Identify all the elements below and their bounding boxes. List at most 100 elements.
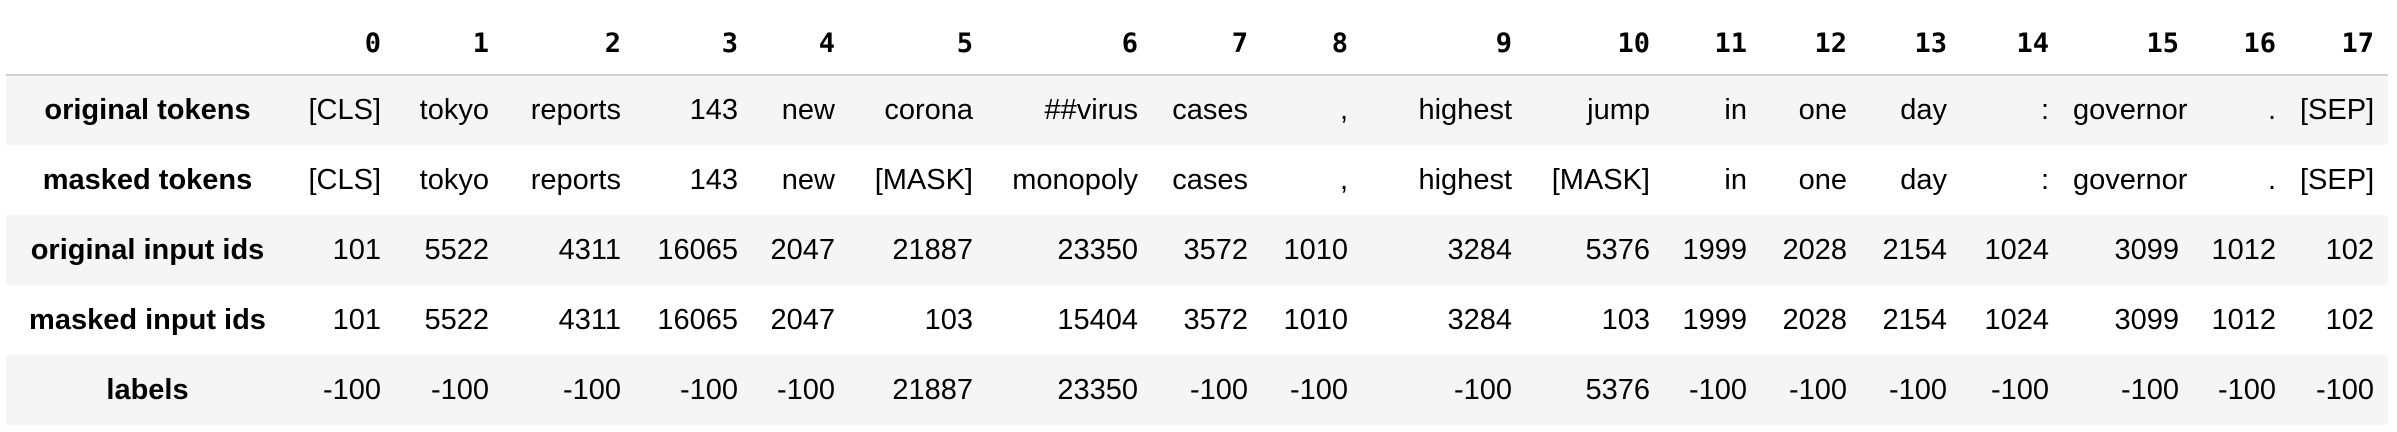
table-cell: 23350 xyxy=(1057,233,1138,266)
column-header: 1 xyxy=(395,8,503,76)
table-cell: 101 xyxy=(332,233,381,266)
table-cell: in xyxy=(1724,163,1747,196)
table-cell: -100 xyxy=(679,373,738,406)
table-cell: 101 xyxy=(332,303,381,336)
table-cell: -100 xyxy=(2315,373,2374,406)
table-cell: 1024 xyxy=(1984,303,2049,336)
table-cell: 15404 xyxy=(1057,303,1138,336)
header-row: 0 1 2 3 4 5 6 7 8 9 10 11 12 13 14 15 16 17 xyxy=(6,8,2388,76)
table-cell: 2047 xyxy=(770,303,835,336)
table-cell: governor xyxy=(2073,94,2188,126)
table-cell: 143 xyxy=(689,94,738,126)
table-cell: -100 xyxy=(1189,373,1248,406)
table-cell: 1012 xyxy=(2211,303,2276,336)
table-cell: highest xyxy=(1418,94,1512,126)
table-cell: 5522 xyxy=(424,303,489,336)
table-cell: -100 xyxy=(1788,373,1847,406)
table-cell: 3572 xyxy=(1183,303,1248,336)
column-header: 9 xyxy=(1362,8,1526,76)
table-cell: -100 xyxy=(1453,373,1512,406)
table-row: masked input ids 101 5522 4311 16065 2047 103 1… xyxy=(6,285,2388,355)
table-body: original tokens [CLS] tokyo reports 143 new co… xyxy=(6,75,2388,425)
column-header: 15 xyxy=(2063,8,2193,76)
table-cell: . xyxy=(2267,163,2276,196)
column-header: 10 xyxy=(1526,8,1664,76)
dataframe-table: 0 1 2 3 4 5 6 7 8 9 10 11 12 13 14 15 16 17 original toke… xyxy=(6,8,2388,425)
column-header: 11 xyxy=(1664,8,1761,76)
table-cell: 2028 xyxy=(1782,303,1847,336)
table-cell: 1999 xyxy=(1682,233,1747,266)
table-row: labels -100 -100 -100 -100 -100 21887 23350 -100… xyxy=(6,355,2388,425)
table-cell: -100 xyxy=(1990,373,2049,406)
column-header: 5 xyxy=(849,8,987,76)
table-cell: in xyxy=(1724,94,1747,126)
column-header: 2 xyxy=(503,8,635,76)
table-row: original tokens [CLS] tokyo reports 143 new co… xyxy=(6,75,2388,145)
column-header: 0 xyxy=(289,8,395,76)
table-cell: 3572 xyxy=(1183,233,1248,266)
table-cell: -100 xyxy=(776,373,835,406)
table-cell: 16065 xyxy=(657,303,738,336)
table-cell: , xyxy=(1339,94,1348,126)
table-header: 0 1 2 3 4 5 6 7 8 9 10 11 12 13 14 15 16 17 xyxy=(6,8,2388,76)
table-cell: , xyxy=(1339,163,1348,196)
table-cell: 2154 xyxy=(1882,233,1947,266)
table-cell: -100 xyxy=(562,373,621,406)
table-cell: 5376 xyxy=(1585,233,1650,266)
index-header-corner xyxy=(6,8,289,76)
column-header: 4 xyxy=(752,8,849,76)
table-cell: : xyxy=(2040,163,2049,196)
table-cell: 23350 xyxy=(1057,373,1138,406)
row-label: labels xyxy=(106,373,189,406)
table-cell: tokyo xyxy=(419,94,489,126)
table-cell: -100 xyxy=(1688,373,1747,406)
table-cell: : xyxy=(2040,94,2049,126)
table-cell: tokyo xyxy=(419,163,489,196)
column-header: 16 xyxy=(2193,8,2290,76)
table-cell: -100 xyxy=(430,373,489,406)
table-cell: monopoly xyxy=(1012,163,1138,196)
table-cell: 2047 xyxy=(770,233,835,266)
column-header: 14 xyxy=(1961,8,2063,76)
table-cell: 3284 xyxy=(1447,233,1512,266)
table-cell: 102 xyxy=(2325,303,2374,336)
row-label: masked input ids xyxy=(29,303,266,336)
column-header: 3 xyxy=(635,8,752,76)
table-cell: -100 xyxy=(322,373,381,406)
table-cell: day xyxy=(1900,163,1947,196)
table-cell: 16065 xyxy=(657,233,738,266)
table-cell: 4311 xyxy=(558,303,621,336)
table-cell: highest xyxy=(1418,163,1512,196)
table-cell: ##virus xyxy=(1044,94,1139,126)
table-cell: 1012 xyxy=(2211,233,2276,266)
table-cell: [SEP] xyxy=(2300,163,2375,196)
table-cell: 103 xyxy=(924,303,973,336)
column-header: 17 xyxy=(2290,8,2388,76)
table-cell: reports xyxy=(530,94,621,126)
table-cell: -100 xyxy=(2120,373,2179,406)
table-cell: . xyxy=(2267,94,2276,126)
column-header: 13 xyxy=(1861,8,1961,76)
table-cell: 2154 xyxy=(1882,303,1947,336)
table-cell: day xyxy=(1900,94,1947,126)
table-cell: new xyxy=(781,163,835,196)
column-header: 7 xyxy=(1152,8,1262,76)
row-label: original tokens xyxy=(44,94,251,126)
table-cell: cases xyxy=(1172,94,1248,126)
table-cell: governor xyxy=(2073,163,2188,196)
table-cell: 5522 xyxy=(424,233,489,266)
table-cell: -100 xyxy=(1289,373,1348,406)
table-cell: 1024 xyxy=(1984,233,2049,266)
table-cell: -100 xyxy=(1888,373,1947,406)
table-cell: 3284 xyxy=(1447,303,1512,336)
table-cell: 21887 xyxy=(892,233,973,266)
table-cell: 21887 xyxy=(892,373,973,406)
row-label: original input ids xyxy=(30,233,265,266)
table-cell: 5376 xyxy=(1585,373,1650,406)
table-cell: [MASK] xyxy=(1551,163,1650,196)
table-cell: 143 xyxy=(689,163,738,196)
table-cell: 2028 xyxy=(1782,233,1847,266)
column-header: 12 xyxy=(1761,8,1861,76)
table-cell: -100 xyxy=(2217,373,2276,406)
